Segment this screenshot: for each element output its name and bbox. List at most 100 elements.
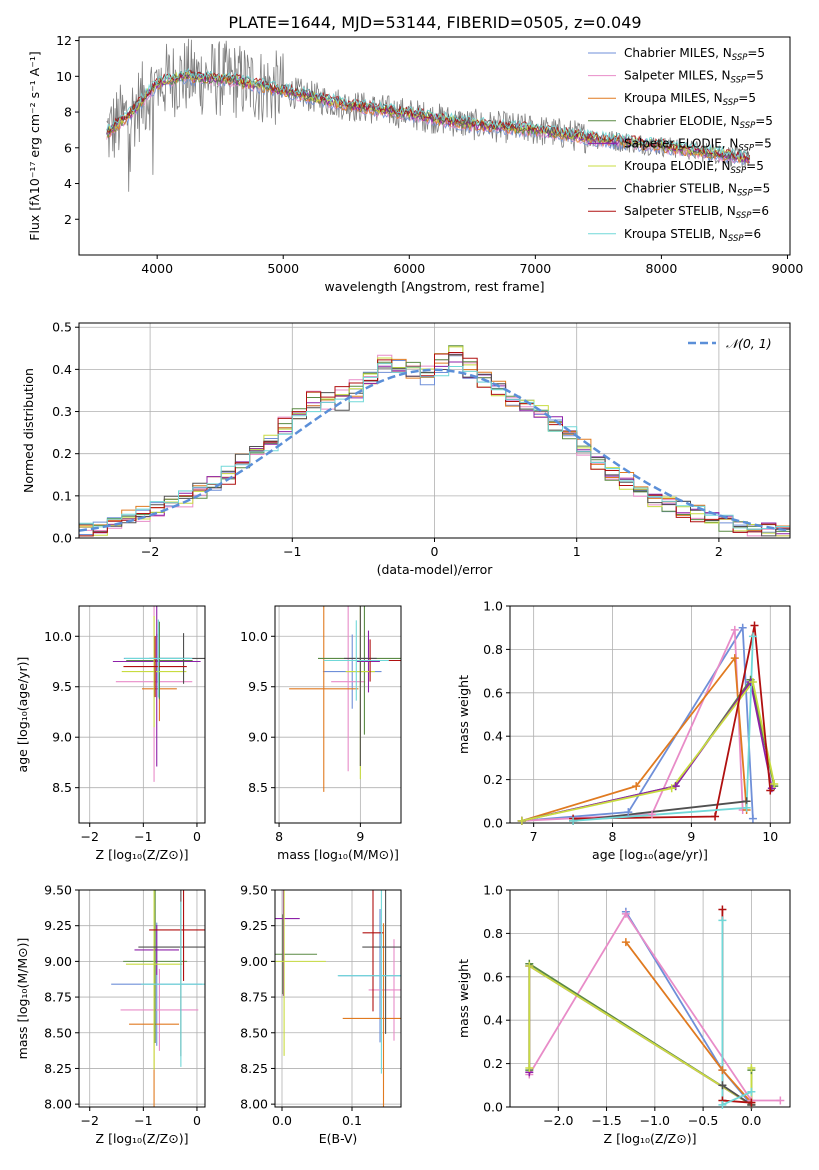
spectrum-ytick-label: 8 [64, 105, 72, 120]
age_vs_Z-frame [78, 605, 206, 824]
residuals-xtick-label: 0 [431, 544, 439, 559]
age_vs_Z-ytick-label: 8.5 [52, 780, 72, 795]
age_vs_mass-ytick-label: 8.5 [248, 780, 268, 795]
weight_vs_age-ylabel: mass weight [456, 675, 471, 754]
residuals-ytick-label: 0.3 [52, 404, 72, 419]
spectrum-model-line [106, 69, 751, 160]
mass_vs_Z-xtick-label: −2 [81, 1113, 99, 1128]
mass_vs_ebv-ytick-label: 9.25 [240, 918, 268, 933]
legend-entry-text: =5 [746, 69, 764, 83]
age_vs_mass-xlabel: mass [log₁₀(M/M⊙)] [277, 847, 399, 862]
weight_vs_age-xtick-label: 10 [762, 829, 778, 844]
weight-point-marker [776, 1096, 785, 1105]
mass_vs_ebv-plot-area [275, 890, 401, 1107]
weight_vs_age-ytick-label: 0.4 [483, 729, 503, 744]
weight-point-marker [748, 632, 757, 641]
weight-series-line [521, 629, 744, 822]
age_vs_Z-plot-area [112, 606, 205, 782]
weight-series-line [521, 624, 754, 822]
weight_vs_age-xlabel: age [log₁₀(age/yr)] [592, 847, 708, 862]
legend-entry-text: Salpeter STELIB, N [624, 204, 736, 218]
weight-point-marker [730, 654, 739, 663]
mass_vs_ebv-ytick-label: 9.50 [240, 883, 268, 898]
age_vs_Z-ytick-label: 9.0 [52, 730, 72, 745]
mass_vs_Z-ytick-label: 9.25 [44, 918, 72, 933]
age_vs_mass-ytick-label: 9.5 [248, 679, 268, 694]
mass_vs_Z-ytick-label: 9.50 [44, 883, 72, 898]
weight_vs_age-ytick-label: 0.6 [483, 685, 503, 700]
weight-series-line [573, 625, 772, 820]
weight_vs_Z-xtick-label: −2.0 [543, 1113, 573, 1128]
legend-entry: Chabrier ELODIE, NSSP=5 [624, 114, 773, 131]
weight-series-line [573, 636, 754, 822]
mass_vs_Z-ytick-label: 8.25 [44, 1061, 72, 1076]
age_vs_Z-xtick-label: 0 [193, 829, 201, 844]
weight-point-marker [748, 677, 757, 686]
weight-point-marker [624, 808, 633, 817]
spectrum-model-line [106, 69, 751, 161]
residual-histogram-line [79, 363, 790, 530]
mass_vs_Z-xlabel: Z [log₁₀(Z/Z⊙)] [96, 1131, 189, 1146]
legend-entry: 𝒩(0, 1) [726, 336, 772, 351]
mass_vs_ebv-frame [274, 889, 402, 1108]
weight-point-marker [517, 816, 526, 825]
weight-point-marker [730, 625, 739, 634]
legend-entry-text: Chabrier MILES, N [624, 46, 732, 60]
legend-entry: Kroupa ELODIE, NSSP=5 [624, 159, 764, 176]
weight_vs_Z-panel: −2.0 −1.5 −1.0 −0.5 0.0 0.0 0.2 0.4 0.6 0.8 1.0 Z [… [456, 883, 791, 1146]
legend-entry: Kroupa MILES, NSSP=5 [624, 91, 756, 108]
weight_vs_Z-xtick-label: −1.5 [591, 1113, 621, 1128]
legend-entry-text: Chabrier ELODIE, N [624, 114, 740, 128]
spectrum-xtick-label: 5000 [267, 261, 299, 276]
legend-entry: Chabrier MILES, NSSP=5 [624, 46, 765, 63]
legend-entry-subscript: SSP [737, 189, 753, 199]
weight_vs_age-xtick-label: 8 [609, 829, 617, 844]
residuals-ytick-label: 0.1 [52, 488, 72, 503]
weight_vs_age-frame [509, 605, 791, 824]
weight_vs_age-panel: 7 8 9 10 0.0 0.2 0.4 0.6 0.8 1.0 age [log₁₀(age/yr… [456, 599, 791, 862]
spectrum-xtick-label: 9000 [772, 261, 804, 276]
legend-entry-text: =5 [746, 159, 764, 173]
spectrum-model-line [106, 67, 750, 159]
legend-entry: Salpeter STELIB, NSSP=6 [624, 204, 769, 221]
residuals-plot-area [79, 345, 790, 537]
residuals-xtick-label: 2 [715, 544, 723, 559]
weight-series-line [721, 920, 752, 1107]
weight_vs_Z-xtick-label: −0.5 [688, 1113, 718, 1128]
residuals-xtick-label: −1 [283, 544, 301, 559]
weight_vs_Z-xtick-label: −1.0 [640, 1113, 670, 1128]
weight_vs_age-ytick-label: 1.0 [483, 599, 503, 614]
weight_vs_Z-xtick-label: 0.0 [741, 1113, 761, 1128]
mass_vs_Z-panel: −2 −1 0 8.00 8.25 8.50 8.75 9.00 9.25 9.50 Z [log₁… [15, 883, 206, 1146]
weight_vs_Z-xlabel: Z [log₁₀(Z/Z⊙)] [604, 1131, 697, 1146]
legend-entry-text: Kroupa STELIB, N [624, 227, 728, 241]
spectrum-ytick-label: 4 [64, 176, 72, 191]
weight-point-marker [747, 1087, 756, 1096]
legend-entry-subscript: SSP [740, 121, 756, 131]
legend-entry: Salpeter MILES, NSSP=5 [624, 69, 764, 86]
spectrum-ytick-label: 6 [64, 140, 72, 155]
mass_vs_ebv-xtick-label: 0.1 [342, 1113, 362, 1128]
residuals-ylabel: Normed distribution [21, 368, 36, 493]
age_vs_mass-ytick-label: 10.0 [240, 629, 268, 644]
residuals-ytick-label: 0.2 [52, 446, 72, 461]
legend-entry-text: Salpeter ELODIE, N [624, 136, 738, 150]
weight_vs_Z-ytick-label: 0.0 [483, 1100, 503, 1115]
residuals-xlabel: (data-model)/error [377, 562, 494, 577]
spectrum-xtick-label: 6000 [393, 261, 425, 276]
weight-point-marker [747, 1098, 756, 1107]
weight-point-marker [718, 1066, 727, 1075]
age_vs_Z-ytick-label: 9.5 [52, 679, 72, 694]
weight-point-marker [621, 938, 630, 947]
legend-entry-text: Chabrier STELIB, N [624, 182, 737, 196]
residuals-panel: −2 −1 0 1 2 0.0 0.1 0.2 0.3 0.4 0.5 (data-model)/er… [21, 320, 791, 577]
legend-entry-text: Kroupa ELODIE, N [624, 159, 731, 173]
age_vs_Z-xtick-label: −2 [81, 829, 99, 844]
weight-series-line [521, 679, 776, 822]
spectrum-xtick-label: 8000 [646, 261, 678, 276]
figure-title: PLATE=1644, MJD=53144, FIBERID=0505, z=0… [228, 13, 641, 32]
mass_vs_ebv-xlabel: E(B-V) [319, 1131, 358, 1146]
residuals-ytick-label: 0.4 [52, 362, 72, 377]
mass_vs_ebv-ytick-label: 8.75 [240, 990, 268, 1005]
weight-point-marker [718, 905, 727, 914]
